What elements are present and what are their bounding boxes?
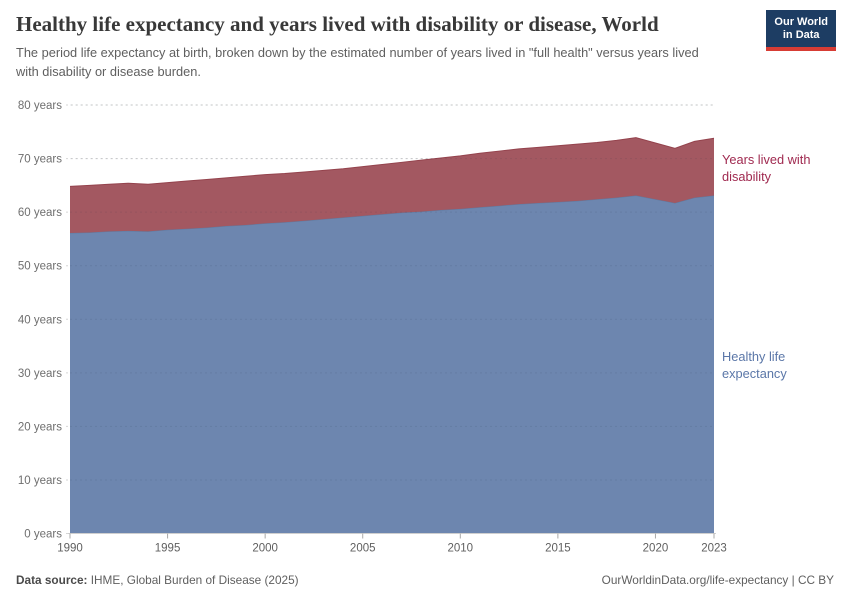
series-label-years-lived-with-disability: Years lived with disability (722, 152, 810, 184)
owid-license-link[interactable]: OurWorldinData.org/life-expectancy | CC … (601, 573, 834, 587)
area-years-lived-with-disability[interactable] (70, 137, 714, 234)
data-source: Data source: IHME, Global Burden of Dise… (16, 573, 299, 587)
x-tick-label: 2015 (545, 543, 571, 555)
y-tick-label: 60 years (18, 207, 62, 219)
data-source-label: Data source: (16, 573, 88, 587)
area-healthy-life-expectancy[interactable] (70, 195, 714, 534)
series-label-healthy-life-expectancy: Healthy life expectancy (722, 349, 787, 381)
y-tick-label: 70 years (18, 154, 62, 166)
y-tick-label: 10 years (18, 475, 62, 487)
owid-logo-line2: in Data (782, 29, 820, 42)
line-years-lived-with-disability (69, 137, 715, 187)
x-tick-label: 2005 (350, 543, 376, 555)
chart-header: Healthy life expectancy and years lived … (16, 12, 756, 81)
x-tick-label: 2020 (643, 543, 669, 555)
chart-footer: Data source: IHME, Global Burden of Dise… (16, 573, 834, 587)
y-tick-label: 20 years (18, 421, 62, 433)
owid-logo[interactable]: Our World in Data (766, 10, 836, 52)
y-tick-label: 0 years (24, 529, 62, 541)
owid-logo-line1: Our World (774, 16, 828, 28)
chart-subtitle: The period life expectancy at birth, bro… (16, 45, 699, 79)
x-tick-label: 2010 (448, 543, 474, 555)
x-tick-label: 1990 (57, 543, 83, 555)
data-source-value: IHME, Global Burden of Disease (2025) (87, 573, 299, 587)
chart-title: Healthy life expectancy and years lived … (16, 12, 659, 36)
y-tick-label: 80 years (18, 100, 62, 112)
x-tick-label: 1995 (155, 543, 181, 555)
y-tick-label: 50 years (18, 261, 62, 273)
x-tick-label: 2023 (701, 543, 727, 555)
y-tick-label: 30 years (18, 368, 62, 380)
y-tick-label: 40 years (18, 314, 62, 326)
x-tick-label: 2000 (252, 543, 278, 555)
